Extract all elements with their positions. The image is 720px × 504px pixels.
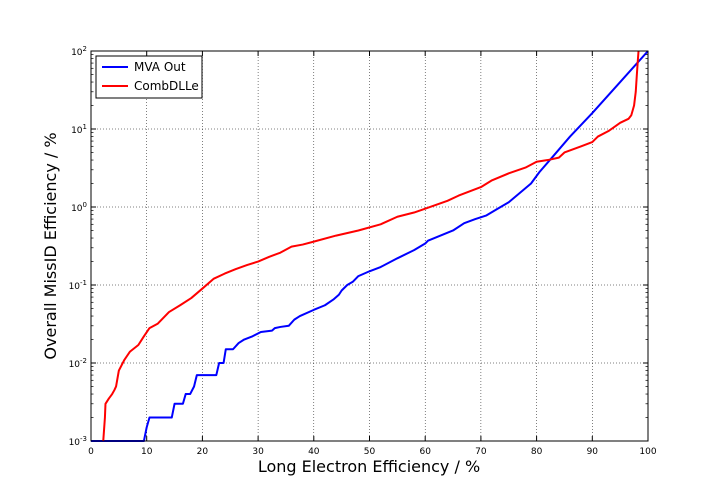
series-line-mva-out <box>91 50 649 442</box>
series-layer <box>91 50 649 442</box>
x-tick-label: 90 <box>587 447 599 457</box>
legend-box <box>95 55 203 99</box>
x-tick-label: 10 <box>141 447 153 457</box>
y-tick-label: 100 <box>71 201 87 214</box>
x-tick-label: 0 <box>88 447 94 457</box>
x-tick-label: 60 <box>419 447 431 457</box>
x-tick-label: 20 <box>197 447 209 457</box>
legend-label-mva-out: MVA Out <box>134 60 186 74</box>
legend: MVA Out CombDLLe <box>95 55 203 99</box>
x-tick-label: 100 <box>639 447 656 457</box>
x-tick-label: 30 <box>252 447 264 457</box>
x-tick-label: 70 <box>475 447 487 457</box>
y-tick-label: 10-1 <box>69 279 87 292</box>
y-tick-label: 102 <box>71 45 87 58</box>
legend-label-combdlle: CombDLLe <box>134 79 199 93</box>
series-line-combdlle <box>102 50 640 442</box>
x-tick-label: 40 <box>308 447 320 457</box>
ticks: 0 10 20 30 40 50 60 70 80 90 100 10-3 10-2 10-1 100 101… <box>69 45 657 457</box>
y-tick-label: 10-3 <box>69 435 87 448</box>
y-axis-label: Overall MissID Efficiency / % <box>41 132 60 359</box>
y-tick-label: 101 <box>71 123 87 136</box>
x-axis-label: Long Electron Efficiency / % <box>258 457 480 476</box>
y-tick-label: 10-2 <box>69 357 87 370</box>
x-tick-label: 50 <box>364 447 376 457</box>
x-tick-label: 80 <box>531 447 543 457</box>
